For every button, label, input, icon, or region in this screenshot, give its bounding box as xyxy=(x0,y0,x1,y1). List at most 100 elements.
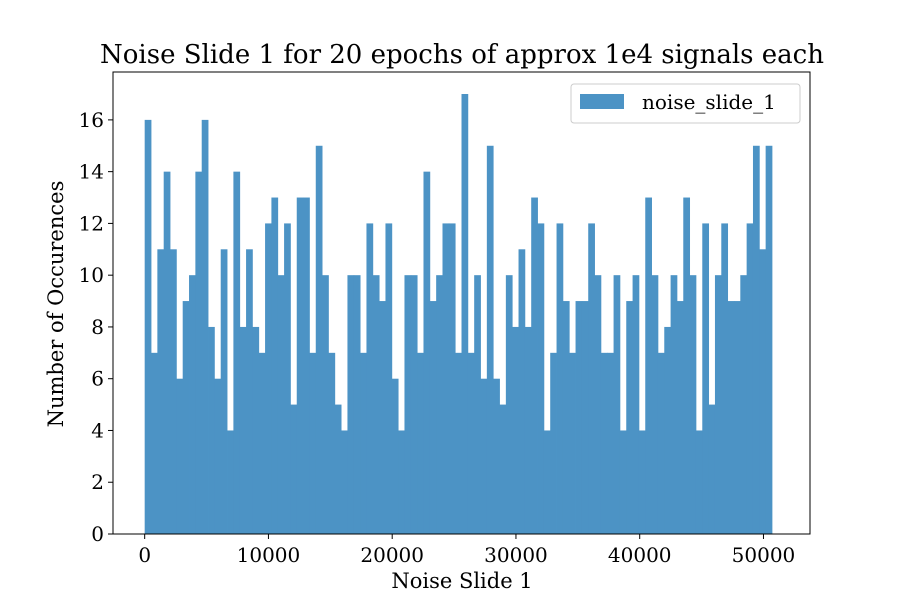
histogram-bar xyxy=(284,223,291,535)
histogram-bar xyxy=(733,301,741,534)
histogram-bar xyxy=(410,275,418,534)
histogram-bar xyxy=(201,119,209,534)
histogram-bar xyxy=(714,275,722,534)
histogram-bar xyxy=(607,352,614,534)
histogram-bar xyxy=(353,275,361,534)
histogram-bar xyxy=(366,223,374,535)
histogram-bar xyxy=(518,249,526,534)
histogram-bar xyxy=(581,301,589,534)
histogram-bar xyxy=(702,223,710,535)
histogram-bar xyxy=(265,223,272,535)
histogram-bar xyxy=(277,275,285,534)
histogram-bar xyxy=(600,352,608,534)
histogram-bar xyxy=(664,326,671,534)
x-tick-label: 20000 xyxy=(360,543,424,567)
histogram-bar xyxy=(505,275,513,534)
x-tick-label: 40000 xyxy=(608,543,672,567)
histogram-bar xyxy=(372,275,380,534)
y-tick-label: 6 xyxy=(91,367,104,391)
histogram-bar xyxy=(385,223,393,535)
histogram-bar xyxy=(619,430,627,534)
histogram-bar xyxy=(398,430,405,534)
histogram-bar xyxy=(550,352,557,534)
histogram-bar xyxy=(695,430,703,534)
histogram-bar xyxy=(759,249,767,534)
y-tick-label: 2 xyxy=(91,470,104,494)
y-axis-ticks: 0 2 4 6 8 10 12 14 16 xyxy=(79,108,113,546)
legend-label: noise_slide_1 xyxy=(642,90,776,114)
legend-frame xyxy=(570,83,801,124)
y-tick-label: 10 xyxy=(79,263,104,287)
histogram-bar xyxy=(417,352,424,534)
histogram-bar xyxy=(670,275,678,534)
histogram-bar xyxy=(676,301,684,534)
histogram-bar xyxy=(151,352,158,534)
histogram-bar xyxy=(752,145,760,534)
histogram-bar xyxy=(157,249,165,534)
histogram-bar xyxy=(537,223,545,535)
histogram-bar xyxy=(315,145,323,534)
histogram-bar xyxy=(765,145,773,534)
histogram-bar xyxy=(562,301,570,534)
histogram-bar xyxy=(556,223,564,535)
histogram-bar xyxy=(334,404,342,534)
histogram-bar xyxy=(379,301,386,534)
histogram-bar xyxy=(347,275,355,534)
histogram-bar xyxy=(391,378,399,534)
histogram-bar xyxy=(309,352,317,534)
histogram-bar xyxy=(360,352,367,534)
y-tick-label: 16 xyxy=(79,108,104,132)
x-tick-label: 0 xyxy=(138,543,151,567)
histogram-bar xyxy=(531,197,538,534)
histogram-bar xyxy=(569,352,576,534)
histogram-bar xyxy=(233,171,241,534)
histogram-bar xyxy=(708,404,716,534)
histogram-bar xyxy=(461,94,469,534)
histogram-bar xyxy=(163,171,171,534)
histogram-bar xyxy=(322,275,329,534)
legend: noise_slide_1 xyxy=(570,83,801,124)
histogram-bar xyxy=(575,301,583,534)
y-tick-label: 0 xyxy=(91,522,104,546)
histogram-bar xyxy=(208,326,215,534)
x-tick-label: 30000 xyxy=(484,543,548,567)
histogram-bar xyxy=(252,326,260,534)
histogram-bar xyxy=(524,326,532,534)
histogram-bar xyxy=(448,223,456,535)
y-tick-label: 8 xyxy=(91,315,104,339)
histogram-bar xyxy=(493,378,500,534)
histogram-bar xyxy=(227,430,234,534)
histogram-bar xyxy=(239,326,247,534)
histogram-bar xyxy=(480,378,488,534)
bars-group xyxy=(144,94,773,535)
histogram-bar xyxy=(436,275,443,534)
histogram-bar xyxy=(170,249,177,534)
histogram-bar xyxy=(404,275,412,534)
histogram-bar xyxy=(303,197,310,534)
histogram-bar xyxy=(638,430,646,534)
histogram-bar xyxy=(543,430,551,534)
y-tick-label: 12 xyxy=(79,211,104,235)
histogram-bar xyxy=(683,197,691,534)
chart-title: Noise Slide 1 for 20 epochs of approx 1e… xyxy=(100,40,824,70)
histogram-bar xyxy=(144,119,152,534)
histogram-bar xyxy=(746,223,754,535)
histogram-bar xyxy=(290,404,298,534)
histogram-bar xyxy=(271,197,279,534)
histogram-bar xyxy=(296,197,304,534)
histogram-bar xyxy=(740,275,748,534)
histogram-bar xyxy=(727,301,735,534)
y-axis-label: Number of Occurences xyxy=(44,181,68,428)
histogram-bar xyxy=(189,275,196,534)
histogram-bar xyxy=(499,404,507,534)
histogram-bar xyxy=(195,171,203,534)
histogram-bar xyxy=(429,301,437,534)
histogram-bar xyxy=(258,352,266,534)
plot-frame xyxy=(112,71,811,535)
x-tick-label: 50000 xyxy=(732,543,796,567)
histogram-bar xyxy=(721,223,729,535)
histogram-bar xyxy=(645,197,652,534)
histogram-bar xyxy=(632,275,640,534)
